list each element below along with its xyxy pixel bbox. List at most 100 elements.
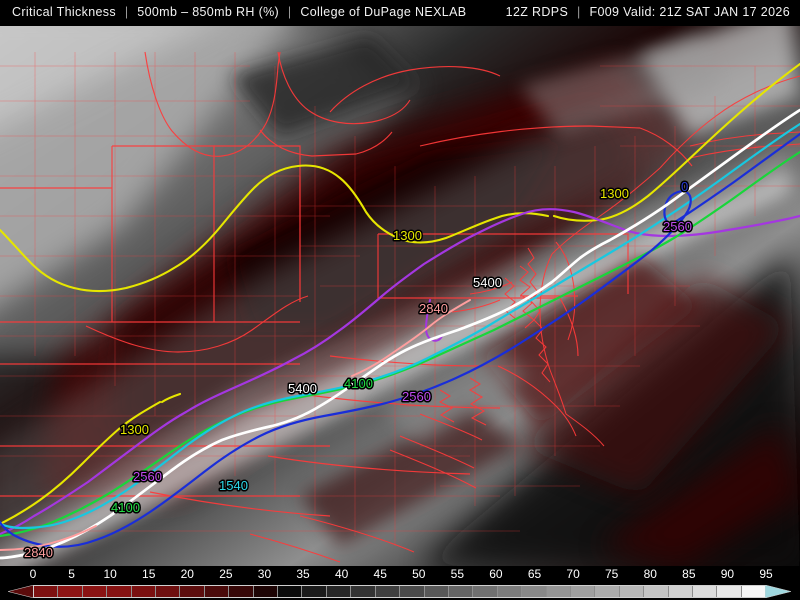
colorbar-cell xyxy=(497,586,523,597)
colorbar-cell xyxy=(570,586,596,597)
colorbar-tick-label: 90 xyxy=(720,567,735,581)
contour-label-2560: 2560 xyxy=(402,389,431,404)
colorbar-cell xyxy=(546,586,571,597)
model-run-label: 12Z RDPS xyxy=(505,5,569,19)
header-separator-3: | xyxy=(577,5,581,19)
contour-1540 xyxy=(0,122,800,530)
contour-label-1540: 1540 xyxy=(219,478,248,493)
rh-dry-offshore-red3 xyxy=(600,426,800,566)
colorbar-cell xyxy=(741,586,766,597)
contour-1300-north xyxy=(552,62,800,222)
rh-dry-offshore-red2 xyxy=(480,256,700,426)
colorbar-cell xyxy=(595,586,620,597)
header-separator-2: | xyxy=(287,5,292,19)
colorbar-cell xyxy=(229,586,254,597)
colorbar-over-arrow-icon xyxy=(765,585,791,598)
source-title: College of DuPage NEXLAB xyxy=(300,5,467,19)
rh-grey-nc xyxy=(380,346,530,446)
colorbar-cell xyxy=(717,586,742,597)
colorbar-tick-label: 30 xyxy=(257,567,272,581)
contour-label-group: 1300 1300 1300 5400 5400 2840 2840 2560 2560 2560… xyxy=(23,178,694,562)
geography-layer xyxy=(0,51,800,563)
contour-label-5400: 5400 xyxy=(288,381,317,396)
colorbar-tick-label: 80 xyxy=(643,567,657,581)
contour-label-1300: 1300 xyxy=(600,186,629,201)
colorbar-tick-label: 20 xyxy=(180,567,194,581)
colorbar-under-arrow-icon xyxy=(8,585,34,598)
colorbar-tick-label: 10 xyxy=(103,567,117,581)
colorbar-cell xyxy=(58,586,83,597)
colorbar-tick-label: 85 xyxy=(682,567,696,581)
colorbar-tick-label: 95 xyxy=(759,567,773,581)
map-canvas[interactable]: 1300 1300 1300 5400 5400 2840 2840 2560 2560 2560… xyxy=(0,26,800,566)
colorbar-tick-label: 0 xyxy=(29,567,37,581)
contour-label-2560: 2560 xyxy=(133,469,162,484)
contour-1300-mid xyxy=(72,164,550,293)
contour-label-1300: 1300 xyxy=(393,228,422,243)
colorbar-tick-label: 50 xyxy=(412,567,426,581)
valid-time-label: F009 Valid: 21Z SAT JAN 17 2026 xyxy=(589,5,790,19)
colorbar-tick-label: 70 xyxy=(566,567,580,581)
colorbar-cell xyxy=(253,586,279,597)
contour-label-4100: 4100 xyxy=(344,376,373,391)
colorbar-cell xyxy=(107,586,132,597)
rh-dry-offshore-red1 xyxy=(520,276,790,496)
colorbar-cell xyxy=(156,586,181,597)
colorbar-cell xyxy=(619,586,645,597)
rh-grey-ne xyxy=(520,36,720,136)
contour-1300-sw3 xyxy=(160,392,182,404)
colorbar: 0 5 10 15 20 25 30 35 40 45 50 55 60 65 70 75 80 85 90 95 xyxy=(0,566,800,600)
colorbar-cell xyxy=(131,586,157,597)
colorbar-cell xyxy=(82,586,108,597)
colorbar-tick-label: 15 xyxy=(142,567,156,581)
header-separator-1: | xyxy=(124,5,129,19)
map-svg-layer: 1300 1300 1300 5400 5400 2840 2840 2560 2560 2560… xyxy=(0,26,800,566)
colorbar-tick-label: 40 xyxy=(334,567,349,581)
colorbar-cell xyxy=(400,586,425,597)
colorbar-cell xyxy=(448,586,474,597)
colorbar-cell xyxy=(692,586,718,597)
colorbar-cell xyxy=(375,586,401,597)
header-left-title: Critical Thickness | 500mb – 850mb RH (%… xyxy=(12,5,466,19)
field-title: 500mb – 850mb RH (%) xyxy=(137,5,280,19)
colorbar-cell xyxy=(473,586,498,597)
contour-label-2840: 2840 xyxy=(419,301,448,316)
colorbar-tick-label: 75 xyxy=(604,567,619,581)
contour-2560-branch xyxy=(425,299,443,342)
colorbar-tick-label: 65 xyxy=(527,567,542,581)
contour-2840-sw xyxy=(0,525,97,551)
colorbar-cell xyxy=(351,586,376,597)
colorbar-cell xyxy=(424,586,449,597)
colorbar-cell xyxy=(644,586,669,597)
state-borders xyxy=(0,51,693,517)
colorbar-cell xyxy=(302,586,327,597)
contour-5400-white xyxy=(0,108,800,560)
product-title: Critical Thickness xyxy=(12,5,117,19)
contour-4100 xyxy=(0,150,800,538)
contour-label-5400: 5400 xyxy=(473,275,502,290)
colorbar-cell xyxy=(34,586,59,597)
header-right-validity: 12Z RDPS | F009 Valid: 21Z SAT JAN 17 20… xyxy=(506,5,790,19)
contour-label-1300: 1300 xyxy=(120,422,149,437)
colorbar-cell xyxy=(522,586,547,597)
colorbar-cell xyxy=(278,586,303,597)
contour-0-blue xyxy=(0,132,800,548)
map-header-bar: Critical Thickness | 500mb – 850mb RH (%… xyxy=(0,0,800,26)
rh-lake-shadow xyxy=(230,36,420,136)
colorbar-tick-label: 25 xyxy=(219,567,233,581)
contour-2560 xyxy=(0,208,800,536)
colorbar-tick-label: 5 xyxy=(68,567,75,581)
contour-1300-sw2 xyxy=(0,400,162,526)
contour-2840 xyxy=(351,299,471,377)
colorbar-tick-label: 60 xyxy=(489,567,503,581)
contour-label-2560: 2560 xyxy=(663,219,692,234)
colorbar-cell xyxy=(668,586,693,597)
colorbar-cell xyxy=(326,586,352,597)
contour-label-2840: 2840 xyxy=(24,545,53,560)
colorbar-tick-labels: 0 5 10 15 20 25 30 35 40 45 50 55 60 65 70 75 80 85 90 95 xyxy=(0,566,800,582)
contour-label-0: 0 xyxy=(681,179,688,194)
contour-label-4100: 4100 xyxy=(111,500,140,515)
colorbar-cell xyxy=(204,586,230,597)
contour-layer xyxy=(0,62,800,560)
